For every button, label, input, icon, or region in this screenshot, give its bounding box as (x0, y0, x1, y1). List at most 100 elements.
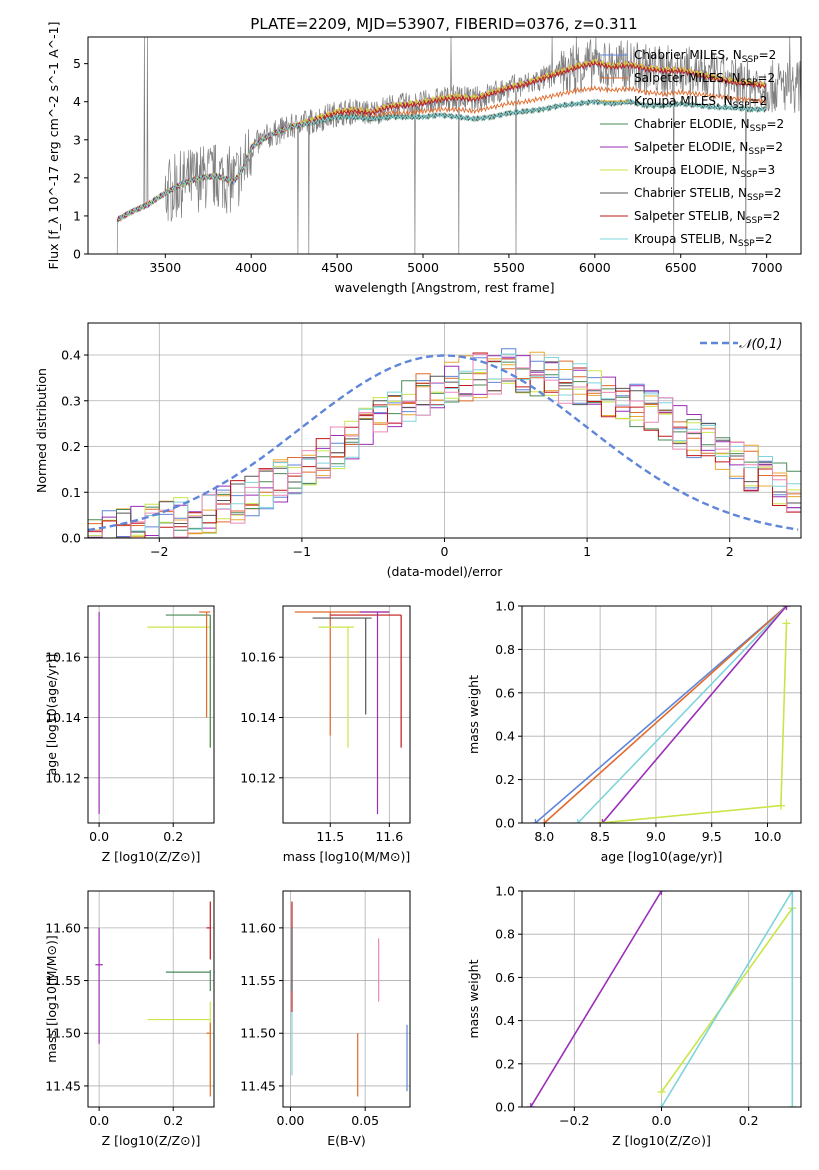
x-tick-label: 10.0 (754, 829, 782, 844)
y-tick-label: 11.60 (45, 920, 81, 935)
y-tick-label: 0.4 (495, 1013, 515, 1028)
x-tick-label: −2 (150, 544, 168, 559)
y-tick-label: 11.45 (45, 1078, 81, 1093)
x-axis-label: wavelength [Angstrom, rest frame] (334, 280, 554, 295)
mass-weight-marker (657, 891, 666, 895)
y-tick-label: 0.0 (61, 531, 81, 546)
mass-weight-marker (657, 1087, 666, 1096)
plot-area (531, 606, 791, 823)
axes-frame (521, 605, 802, 824)
plot-area (291, 901, 408, 1097)
mass-weight-line (577, 606, 788, 823)
y-tick-label: 10.12 (240, 770, 276, 785)
plot-area (526, 891, 797, 1107)
legend-label: 𝒩(0,1) (739, 337, 782, 352)
y-axis-label: age [log10(age/yr)] (44, 654, 59, 776)
x-tick-label: 9.0 (646, 829, 666, 844)
x-tick-label: 2 (726, 544, 734, 559)
y-tick-label: 10.14 (45, 710, 81, 725)
x-tick-label: 11.6 (375, 829, 403, 844)
x-tick-label: 4500 (321, 260, 353, 275)
y-axis-label: mass weight (466, 675, 481, 754)
y-axis-label: Flux [f_λ 10^-17 erg cm^-2 s^-1 A^-1] (46, 22, 61, 270)
age-vs-metallicity-panel: 0.0 0.2 10.12 10.14 10.16 Z [log10(Z/Z⊙)] age … (44, 605, 215, 864)
x-tick-label: 8.0 (534, 829, 554, 844)
mass-weight-line (660, 891, 794, 1107)
y-tick-label: 1.0 (495, 884, 515, 899)
x-tick-label: 0.2 (163, 1113, 183, 1128)
mass-weight-line (530, 891, 663, 1107)
y-tick-label: 0.8 (495, 927, 515, 942)
y-tick-label: 11.55 (45, 973, 81, 988)
mass-vs-metallicity-panel: 0.0 0.2 11.45 11.50 11.55 11.60 Z [log10(Z/Z⊙)… (44, 890, 215, 1148)
mass-weight-marker (657, 1103, 666, 1107)
normal-reference-curve (88, 354, 799, 532)
y-tick-label: 0.4 (61, 348, 81, 363)
y-tick-label: 10.14 (240, 710, 276, 725)
legend-label: Chabrier MILES, NSSP=2 (634, 48, 776, 65)
x-tick-label: 0.05 (351, 1113, 379, 1128)
figure-title: PLATE=2209, MJD=53907, FIBERID=0376, z=0… (250, 15, 637, 33)
mass-weight-marker (526, 1103, 535, 1107)
x-tick-label: 0.00 (277, 1113, 305, 1128)
axes-frame (87, 890, 215, 1108)
y-tick-label: 11.50 (45, 1026, 81, 1041)
x-axis-label: Z [log10(Z/Z⊙)] (102, 849, 201, 864)
x-tick-label: 7000 (751, 260, 783, 275)
model-spectrum-line (116, 98, 767, 221)
mass-weight-marker (776, 801, 785, 810)
y-tick-label: 11.60 (240, 920, 276, 935)
mass-weight-line (600, 623, 788, 823)
mass-vs-reddening-panel: 0.00 0.05 11.45 11.50 11.55 11.60 E(B-V) (240, 890, 411, 1148)
x-tick-label: 0.0 (652, 1113, 672, 1128)
x-tick-label: −0.2 (559, 1113, 589, 1128)
mass-weight-line (660, 905, 794, 1107)
plot-area (95, 901, 211, 1097)
y-tick-label: 0.6 (495, 685, 515, 700)
y-tick-label: 0.4 (495, 729, 515, 744)
mass-weight-marker (788, 1103, 797, 1107)
residual-histogram-panel: −2 −1 0 1 2 0.0 0.1 0.2 0.3 0.4 (data-model)/error… (34, 322, 802, 579)
y-axis-label: Normed distribution (34, 368, 49, 493)
x-tick-label: 6000 (579, 260, 611, 275)
y-tick-label: 1 (73, 208, 81, 223)
y-tick-label: 0.0 (495, 1100, 515, 1115)
x-tick-label: 3500 (149, 260, 181, 275)
y-tick-label: 11.50 (240, 1026, 276, 1041)
x-tick-label: 5000 (407, 260, 439, 275)
x-tick-label: 4000 (235, 260, 267, 275)
y-axis-label: mass weight (466, 959, 481, 1038)
plot-area (88, 348, 801, 538)
x-axis-label: (data-model)/error (387, 564, 504, 579)
x-tick-label: 6500 (665, 260, 697, 275)
y-tick-label: 0.3 (61, 393, 81, 408)
spectrum-panel: 3500 4000 4500 5000 5500 6000 6500 7000 0 1 2 3 4 5 wa… (46, 22, 802, 295)
legend-label: Chabrier STELIB, NSSP=2 (634, 186, 782, 203)
mass-weight-marker (782, 619, 791, 628)
y-tick-label: 10.12 (45, 770, 81, 785)
mass-weight-line (543, 606, 788, 823)
y-axis-label: mass [log10(M/M⊙)] (44, 935, 59, 1063)
legend-label: Salpeter ELODIE, NSSP=2 (634, 140, 783, 157)
y-tick-label: 11.55 (240, 973, 276, 988)
y-tick-label: 0.1 (61, 485, 81, 500)
x-tick-label: 0.2 (163, 829, 183, 844)
y-tick-label: 2 (73, 170, 81, 185)
age-vs-mass-panel: 11.5 11.6 10.12 10.14 10.16 mass [log10(M/M⊙)… (240, 605, 411, 864)
y-tick-label: 4 (73, 94, 81, 109)
x-axis-label: E(B-V) (327, 1133, 366, 1148)
axes-frame (87, 605, 215, 824)
mass-weight-marker (573, 819, 582, 823)
y-tick-label: 5 (73, 56, 81, 71)
x-axis-label: Z [log10(Z/Z⊙)] (102, 1133, 201, 1148)
legend-label: Salpeter MILES, NSSP=2 (634, 71, 775, 88)
y-tick-label: 0 (73, 247, 81, 262)
x-tick-label: 0.2 (739, 1113, 759, 1128)
x-tick-label: 5500 (493, 260, 525, 275)
x-tick-label: 11.5 (316, 829, 344, 844)
x-tick-label: 8.5 (590, 829, 610, 844)
plot-area (294, 611, 402, 814)
mass-weight-marker (540, 819, 549, 823)
mass-weight-marker (782, 606, 791, 610)
y-tick-label: 0.2 (61, 439, 81, 454)
